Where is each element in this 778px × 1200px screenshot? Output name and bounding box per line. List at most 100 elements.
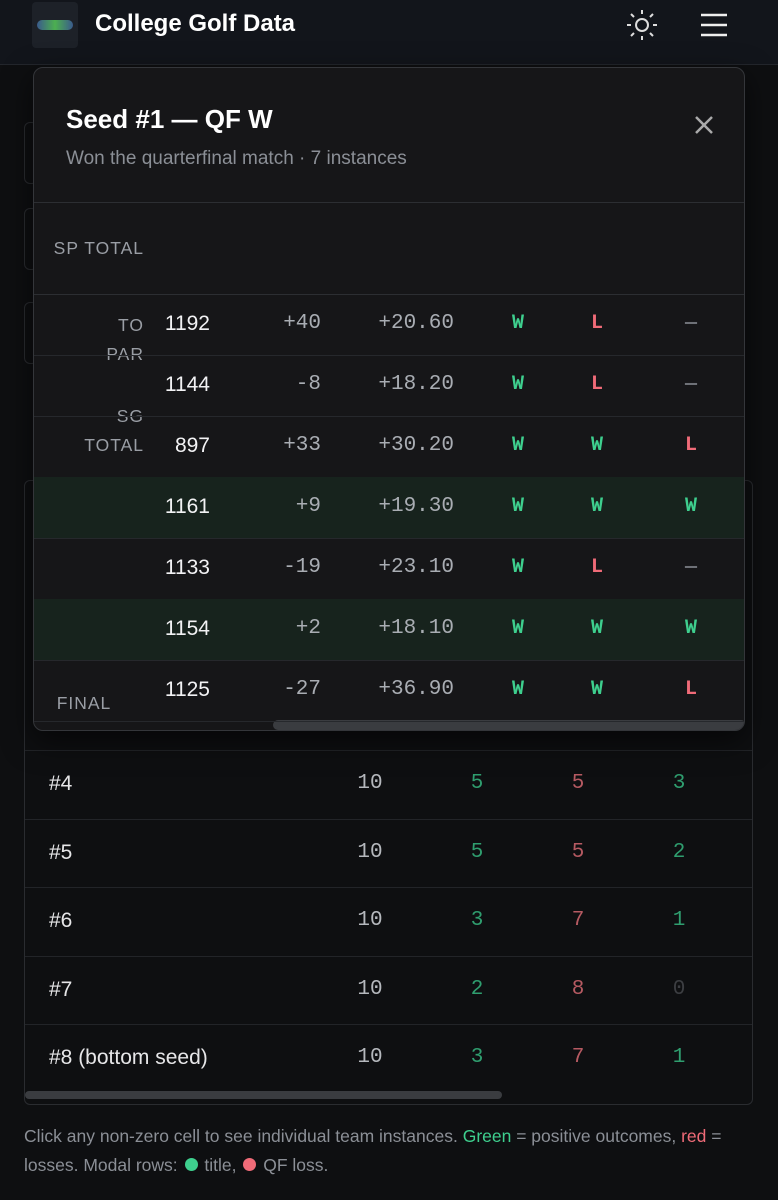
divider (34, 202, 744, 203)
seed-label: #5 (49, 840, 73, 864)
theme-toggle[interactable] (626, 9, 658, 41)
count-cell: 10 (357, 909, 383, 932)
count-cell[interactable]: 2 (672, 840, 686, 864)
column-header: FINAL (56, 693, 112, 713)
cell: W (511, 617, 524, 640)
cell: — (684, 556, 697, 579)
cell: +20.60 (378, 312, 454, 335)
count-cell[interactable]: 7 (571, 909, 585, 932)
instances-modal: Seed #1 — QF W Won the quarterfinal matc… (33, 67, 745, 731)
instance-row[interactable]: 1192 +40 +20.60 W L — (34, 294, 744, 356)
cell: L (590, 556, 603, 579)
cell: W (511, 556, 524, 579)
cell: L (590, 312, 603, 335)
seed-label: #8 (bottom seed) (49, 1046, 208, 1069)
cell: -19 (283, 556, 321, 579)
instance-row[interactable]: 1133 -19 +23.10 W L — (34, 538, 744, 600)
column-header: SP TOTAL (53, 238, 144, 258)
scrollbar[interactable] (273, 720, 744, 730)
note-text: red (681, 1126, 707, 1146)
cell: +19.30 (378, 495, 454, 518)
count-cell[interactable]: 3 (672, 772, 686, 795)
scrollbar[interactable] (25, 1091, 502, 1099)
count-cell[interactable]: 7 (571, 1046, 585, 1069)
cell: — (684, 373, 697, 396)
cell: W (590, 678, 603, 701)
menu-button[interactable] (700, 12, 728, 38)
cell: 897 (174, 434, 210, 457)
cell: L (590, 373, 603, 396)
seed-row: #5 10 5 5 2 (25, 818, 752, 888)
legend-dot (184, 1158, 198, 1171)
cell: +2 (295, 617, 321, 640)
instance-row[interactable]: 1144 -8 +18.20 W L — (34, 355, 744, 417)
cell: W (590, 617, 603, 640)
cell: W (590, 495, 603, 518)
help-note: Click any non-zero cell to see individua… (24, 1122, 724, 1180)
note-text: QF loss. (258, 1155, 329, 1175)
instance-row[interactable]: 1161 +9 +19.30 W W W (34, 477, 744, 539)
seed-row: #8 (bottom seed) 10 3 7 1 (25, 1024, 752, 1093)
cell: +36.90 (378, 678, 454, 701)
seed-row: #6 10 3 7 1 (25, 887, 752, 956)
count-cell[interactable]: 5 (571, 840, 585, 864)
count-cell[interactable]: 3 (470, 909, 484, 932)
modal-title: Seed #1 — QF W (66, 104, 273, 134)
cell: 1133 (164, 556, 210, 579)
app-header: College Golf Data (0, 0, 778, 65)
note-text: Click any non-zero cell to see individua… (24, 1126, 463, 1146)
close-button[interactable] (694, 115, 714, 135)
cell: L (684, 434, 697, 457)
cell: +18.10 (378, 617, 454, 640)
cell: 1161 (164, 495, 210, 518)
instance-row[interactable]: 1154 +2 +18.10 W W W (34, 599, 744, 661)
app-title[interactable]: College Golf Data (95, 10, 296, 37)
count-cell: 10 (357, 772, 383, 795)
cell: W (511, 434, 524, 457)
instance-row[interactable]: 1125 -27 +36.90 W W L (34, 660, 744, 722)
cell: W (590, 434, 603, 457)
cell: 1125 (164, 678, 210, 701)
cell: +18.20 (378, 373, 454, 396)
count-cell: 10 (357, 1046, 383, 1069)
seed-row: #7 10 2 8 0 (25, 955, 752, 1025)
column-header: SG TOTAL (84, 405, 144, 455)
count-cell[interactable]: 1 (672, 909, 686, 932)
count-cell[interactable]: 2 (470, 977, 484, 1001)
column-header: TO PAR (106, 314, 144, 364)
count-cell: 10 (357, 840, 383, 864)
cell: — (684, 312, 697, 335)
count-cell[interactable]: 3 (470, 1046, 484, 1069)
seed-label: #4 (49, 772, 73, 795)
instance-row[interactable]: 897 +33 +30.20 W W L (34, 416, 744, 478)
note-text: title, (199, 1155, 242, 1175)
cell: -8 (295, 373, 321, 396)
cell: +40 (283, 312, 321, 335)
count-cell[interactable]: 5 (470, 772, 484, 795)
count-cell[interactable]: 8 (571, 977, 585, 1001)
note-text: = losses. Modal rows: (24, 1126, 722, 1175)
cell: 1154 (164, 617, 210, 640)
count-cell[interactable]: 1 (672, 1046, 686, 1069)
legend-dot (243, 1158, 257, 1171)
count-cell[interactable]: 5 (470, 840, 484, 864)
cell: W (511, 312, 524, 335)
cell: +30.20 (378, 434, 454, 457)
count-cell: 0 (672, 977, 686, 1001)
logo-mark (37, 20, 73, 30)
note-text: = positive outcomes, (511, 1126, 682, 1146)
cell: L (684, 678, 697, 701)
cell: W (511, 373, 524, 396)
count-cell: 10 (357, 977, 383, 1001)
cell: +9 (295, 495, 321, 518)
count-cell[interactable]: 5 (571, 772, 585, 795)
cell: W (684, 617, 697, 640)
cell: -27 (283, 678, 321, 701)
seed-row: #4 10 5 5 3 (25, 750, 752, 819)
cell: 1144 (164, 373, 210, 396)
modal-subtitle: Won the quarterfinal match · 7 instances (66, 148, 407, 169)
seed-label: #7 (49, 977, 73, 1001)
cell: W (511, 495, 524, 518)
logo[interactable] (32, 2, 78, 48)
